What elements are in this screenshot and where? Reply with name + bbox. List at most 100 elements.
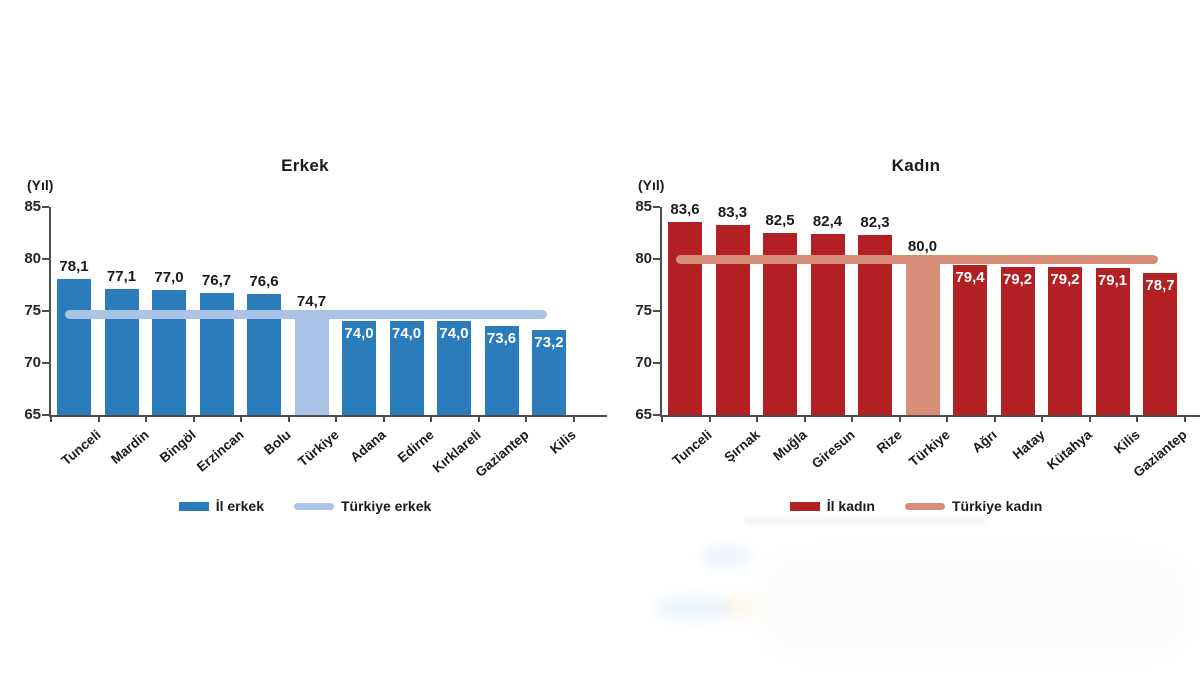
y-axis-tick-label: 75 — [635, 302, 652, 319]
chart-female-life-expectancy: Kadın (Yıl) 65 70 75 80 85 83,6 Tunceli 83,3 Şır… — [635, 150, 1200, 550]
y-axis-tick — [653, 310, 660, 312]
legend-item-province-bars: İl kadın — [789, 498, 875, 514]
legend: İl erkek Türkiye erkek — [25, 498, 585, 514]
x-axis-tick — [382, 417, 385, 422]
bar-tunceli — [668, 221, 702, 415]
y-axis-tick — [42, 206, 49, 208]
bar-ağrı — [953, 265, 987, 415]
bar-value-label: 77,1 — [106, 268, 137, 286]
plot-area: 65 70 75 80 85 83,6 Tunceli 83,3 Şırnak 82,5 Muğla… — [635, 198, 1200, 480]
bar-giresun — [810, 234, 845, 415]
y-axis-tick — [653, 362, 660, 364]
bar-kütahya — [1048, 267, 1082, 415]
legend-item-country-line: Türkiye erkek — [293, 498, 431, 514]
y-axis-tick — [42, 310, 49, 312]
bar-kilis — [1095, 268, 1130, 415]
x-axis-tick — [477, 417, 480, 422]
chart-male-life-expectancy: Erkek (Yıl) 65 70 75 80 85 78,1 Tunceli 77,1 Mar… — [24, 150, 610, 550]
y-axis-tick — [653, 258, 660, 260]
y-axis-tick — [42, 362, 49, 364]
bar-mardin — [104, 289, 139, 415]
y-axis-tick-label: 70 — [635, 354, 652, 371]
y-axis-tick-label: 70 — [24, 354, 41, 371]
background-artifact — [655, 595, 730, 621]
x-category-label: Gaziantep — [1130, 427, 1190, 480]
bar-hatay — [1000, 267, 1035, 415]
legend-label: Türkiye kadın — [951, 498, 1043, 514]
bar-value-label: 79,1 — [1097, 272, 1128, 290]
x-axis-tick — [430, 417, 432, 422]
bar-şırnak — [715, 224, 750, 415]
x-axis-tick — [993, 417, 996, 422]
y-axis-tick-label: 65 — [635, 406, 652, 423]
legend: İl kadın Türkiye kadın — [636, 498, 1196, 514]
legend-label: İl erkek — [215, 498, 264, 514]
x-axis-tick — [192, 417, 195, 422]
y-axis-unit-label: (Yıl) — [638, 177, 665, 193]
legend-label: İl kadın — [826, 498, 875, 514]
bar-value-label: 83,6 — [670, 200, 700, 218]
bar-value-label: 79,2 — [1002, 271, 1033, 289]
bar-value-label: 74,0 — [439, 325, 469, 343]
y-axis-tick — [42, 414, 49, 416]
x-axis-tick — [851, 417, 853, 422]
x-axis-tick — [1041, 417, 1043, 422]
bar-value-label: 78,7 — [1145, 276, 1175, 294]
bar-swatch — [789, 501, 820, 511]
bar-value-label: 74,0 — [391, 325, 422, 343]
y-axis-tick-label: 80 — [635, 250, 652, 267]
legend-item-province-bars: İl erkek — [178, 498, 264, 514]
legend-item-country-line: Türkiye kadın — [904, 498, 1043, 514]
line-swatch — [293, 502, 334, 510]
bar-value-label: 83,3 — [717, 203, 748, 221]
bar-value-label: 73,2 — [534, 333, 564, 351]
y-axis-tick — [653, 206, 660, 208]
x-axis-tick — [287, 417, 290, 422]
x-axis-tick — [335, 417, 337, 422]
y-axis-tick-label: 85 — [635, 198, 652, 215]
reference-line — [676, 254, 1158, 264]
x-axis-tick — [898, 417, 901, 422]
bar-türkiye — [905, 259, 940, 415]
x-axis-tick — [1136, 417, 1138, 422]
bar-value-label: 76,7 — [201, 272, 232, 290]
bar-gaziantep — [484, 325, 519, 415]
bar-value-label: 82,4 — [812, 213, 843, 231]
bar-value-label: 80,0 — [907, 238, 938, 255]
x-axis-tick — [756, 417, 758, 422]
chart-title: Kadın — [891, 156, 941, 175]
bar-türkiye — [294, 314, 329, 415]
bar-value-label: 76,6 — [249, 273, 279, 291]
x-axis-tick — [525, 417, 527, 422]
x-category-label: Kilis — [547, 427, 579, 457]
y-axis-unit-label: (Yıl) — [27, 177, 54, 193]
y-axis-tick-label: 85 — [24, 198, 41, 215]
bar-value-label: 82,5 — [765, 212, 795, 229]
bar-edirne — [389, 321, 424, 415]
x-axis-tick — [708, 417, 711, 422]
y-axis-tick — [653, 414, 660, 416]
x-axis-tick — [97, 417, 100, 422]
bar-value-label: 77,0 — [154, 269, 184, 287]
y-axis-tick — [42, 258, 49, 260]
chart-title: Erkek — [281, 156, 329, 175]
bar-rize — [858, 235, 892, 415]
plot-area: 65 70 75 80 85 78,1 Tunceli 77,1 Mardin 77,0 Bingö… — [24, 198, 607, 480]
x-axis-tick — [1183, 417, 1186, 422]
reference-line — [65, 309, 547, 319]
y-axis-tick-label: 80 — [24, 250, 41, 267]
bar-kilis — [532, 329, 566, 415]
x-axis-tick — [661, 417, 663, 422]
background-artifact — [760, 555, 1190, 655]
y-axis-tick-label: 75 — [24, 302, 41, 319]
background-artifact — [718, 596, 760, 618]
bar-swatch — [178, 501, 209, 511]
bar-value-label: 82,3 — [860, 214, 890, 232]
bar-adana — [342, 321, 376, 415]
line-swatch — [904, 502, 945, 510]
x-axis-tick — [1088, 417, 1091, 422]
x-axis-tick — [145, 417, 147, 422]
x-axis-tick — [946, 417, 948, 422]
x-axis-tick — [50, 417, 52, 422]
y-axis-tick-label: 65 — [24, 406, 41, 423]
